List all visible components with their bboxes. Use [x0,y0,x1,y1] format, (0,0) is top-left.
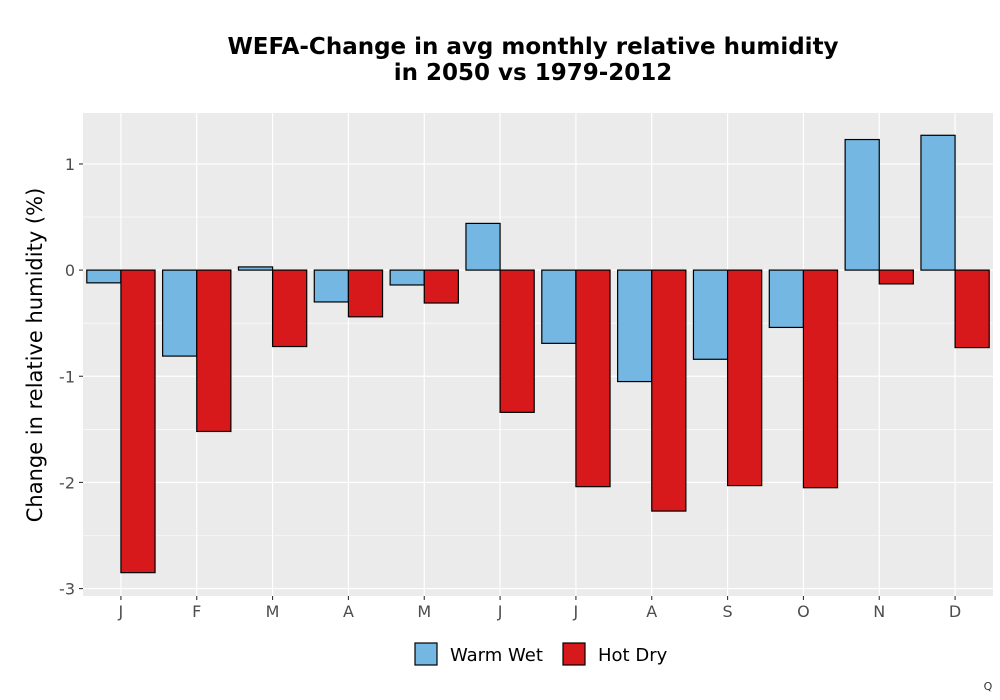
bar-warm-wet [237,266,274,271]
bar-hot-dry [423,269,459,304]
x-tick-label: N [873,602,885,621]
bar-warm-wet [541,269,577,344]
y-tick-label: -1 [59,367,75,386]
bar-hot-dry [802,269,839,489]
chart-title-line-1: WEFA-Change in avg monthly relative humi… [227,34,838,60]
x-tick-label: J [573,602,579,621]
bar-hot-dry [954,269,990,349]
bar-warm-wet [692,269,729,360]
x-tick-label: A [646,602,657,621]
chart-title-line-2: in 2050 vs 1979-2012 [394,60,673,86]
y-axis: -3 -2 -1 0 1 [59,155,83,599]
bar-hot-dry [271,269,308,348]
legend-label: Hot Dry [598,645,668,666]
x-tick-label: A [343,602,354,621]
y-axis-label: Change in relative humidity (%) [23,188,47,523]
bar-warm-wet [86,269,122,284]
bar-hot-dry [196,269,232,433]
x-tick-label: S [723,602,733,621]
y-tick-label: -2 [59,473,75,492]
bar-warm-wet [465,222,501,271]
x-tick-label: J [118,602,124,621]
bar-hot-dry [726,269,763,487]
bar-hot-dry [878,269,914,285]
plot-panel [83,113,993,596]
legend-swatch [562,642,586,666]
x-tick-label: F [192,602,201,621]
legend-label: Warm Wet [450,645,543,666]
bar-warm-wet [389,269,425,286]
y-tick-label: 0 [65,261,75,280]
corner-mark: Q [984,680,993,693]
bars [86,134,990,574]
bar-warm-wet [920,134,956,271]
legend: Warm Wet Hot Dry [414,642,668,666]
x-tick-label: M [417,602,431,621]
bar-hot-dry [347,269,384,318]
x-tick-label: D [949,602,961,621]
bar-warm-wet [162,269,198,357]
x-tick-label: M [266,602,280,621]
bar-warm-wet [768,269,805,329]
chart-title: WEFA-Change in avg monthly relative humi… [227,34,838,86]
y-tick-label: 1 [65,155,75,174]
bar-hot-dry [575,269,611,488]
legend-swatch [414,642,438,666]
bar-warm-wet [617,269,653,383]
x-tick-label: O [797,602,810,621]
bar-hot-dry [651,269,687,512]
bar-warm-wet [313,269,350,303]
x-tick-label: J [497,602,503,621]
y-tick-label: -3 [59,580,75,599]
bar-hot-dry [499,269,535,413]
bar-warm-wet [844,138,880,271]
bar-hot-dry [120,269,156,574]
